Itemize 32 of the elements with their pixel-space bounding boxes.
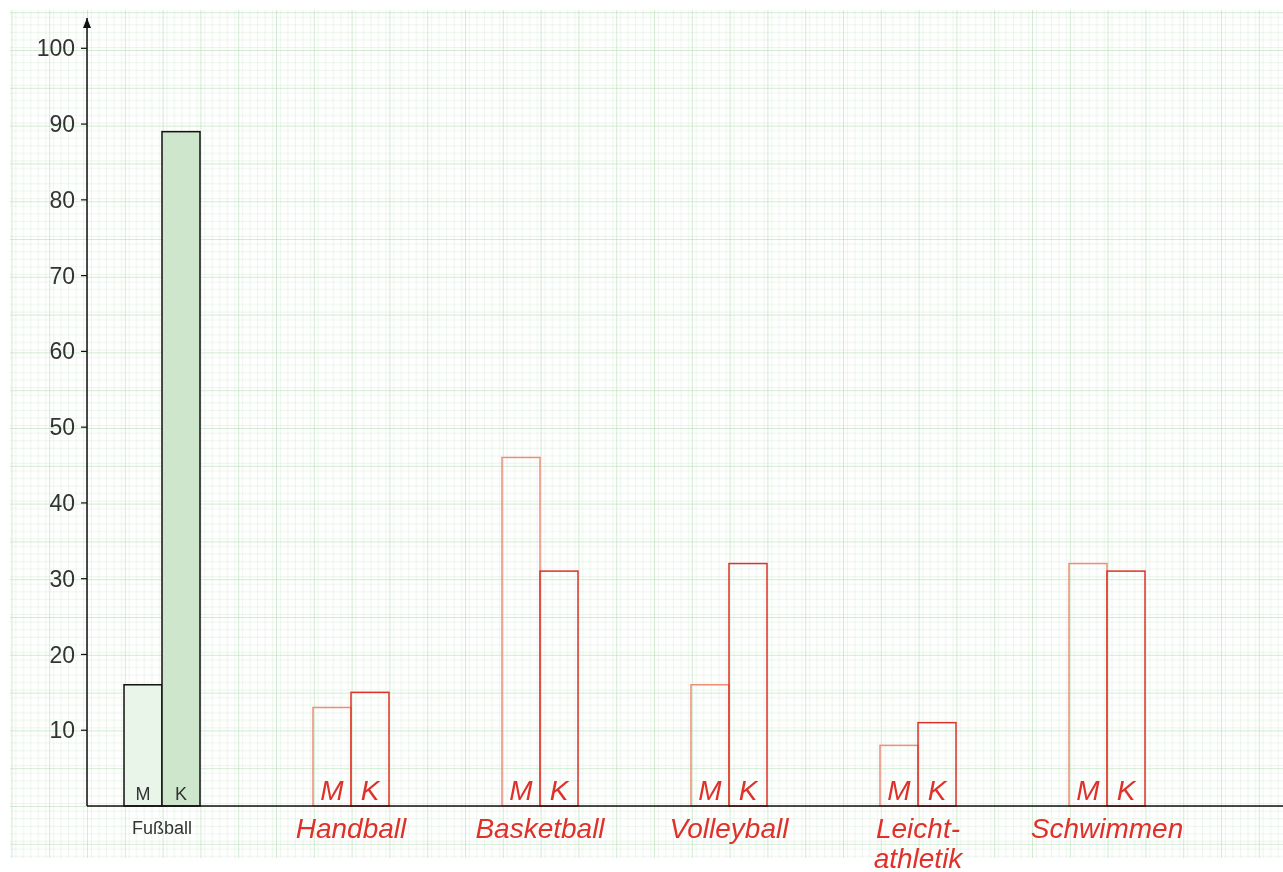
y-tick-label: 30: [49, 565, 75, 592]
y-tick-label: 90: [49, 111, 75, 138]
y-tick-label: 50: [49, 414, 75, 441]
x-tick-label: Schwimmen: [1030, 813, 1184, 844]
text: M: [698, 775, 722, 806]
x-tick-label: Basketball: [475, 813, 606, 844]
bar: [1106, 570, 1146, 807]
text: M: [509, 775, 533, 806]
x-tick-label: Leicht- athletik: [873, 813, 965, 872]
text: M: [887, 775, 911, 806]
series-label: M: [320, 775, 345, 806]
text: M: [1076, 775, 1100, 806]
bar: [350, 691, 390, 807]
bar: [539, 570, 579, 807]
bar: [728, 562, 768, 807]
text: K: [1116, 775, 1136, 806]
y-tick-label: 10: [49, 717, 75, 744]
x-tick-label: Handball: [295, 813, 408, 844]
y-tick-label: 100: [36, 35, 75, 62]
x-tick-label: Volleyball: [669, 813, 790, 844]
y-tick-label: 20: [49, 641, 75, 668]
y-tick-label: 60: [49, 338, 75, 365]
text: K: [738, 775, 758, 806]
text: K: [549, 775, 569, 806]
y-tick-label: 80: [49, 186, 75, 213]
y-tick-label: 40: [49, 489, 75, 516]
text: K: [174, 784, 188, 804]
x-tick-label: Fußball: [131, 818, 193, 838]
y-tick-label: 70: [49, 262, 75, 289]
series-label: K: [360, 775, 381, 806]
text: K: [927, 775, 947, 806]
text: M: [135, 784, 151, 804]
